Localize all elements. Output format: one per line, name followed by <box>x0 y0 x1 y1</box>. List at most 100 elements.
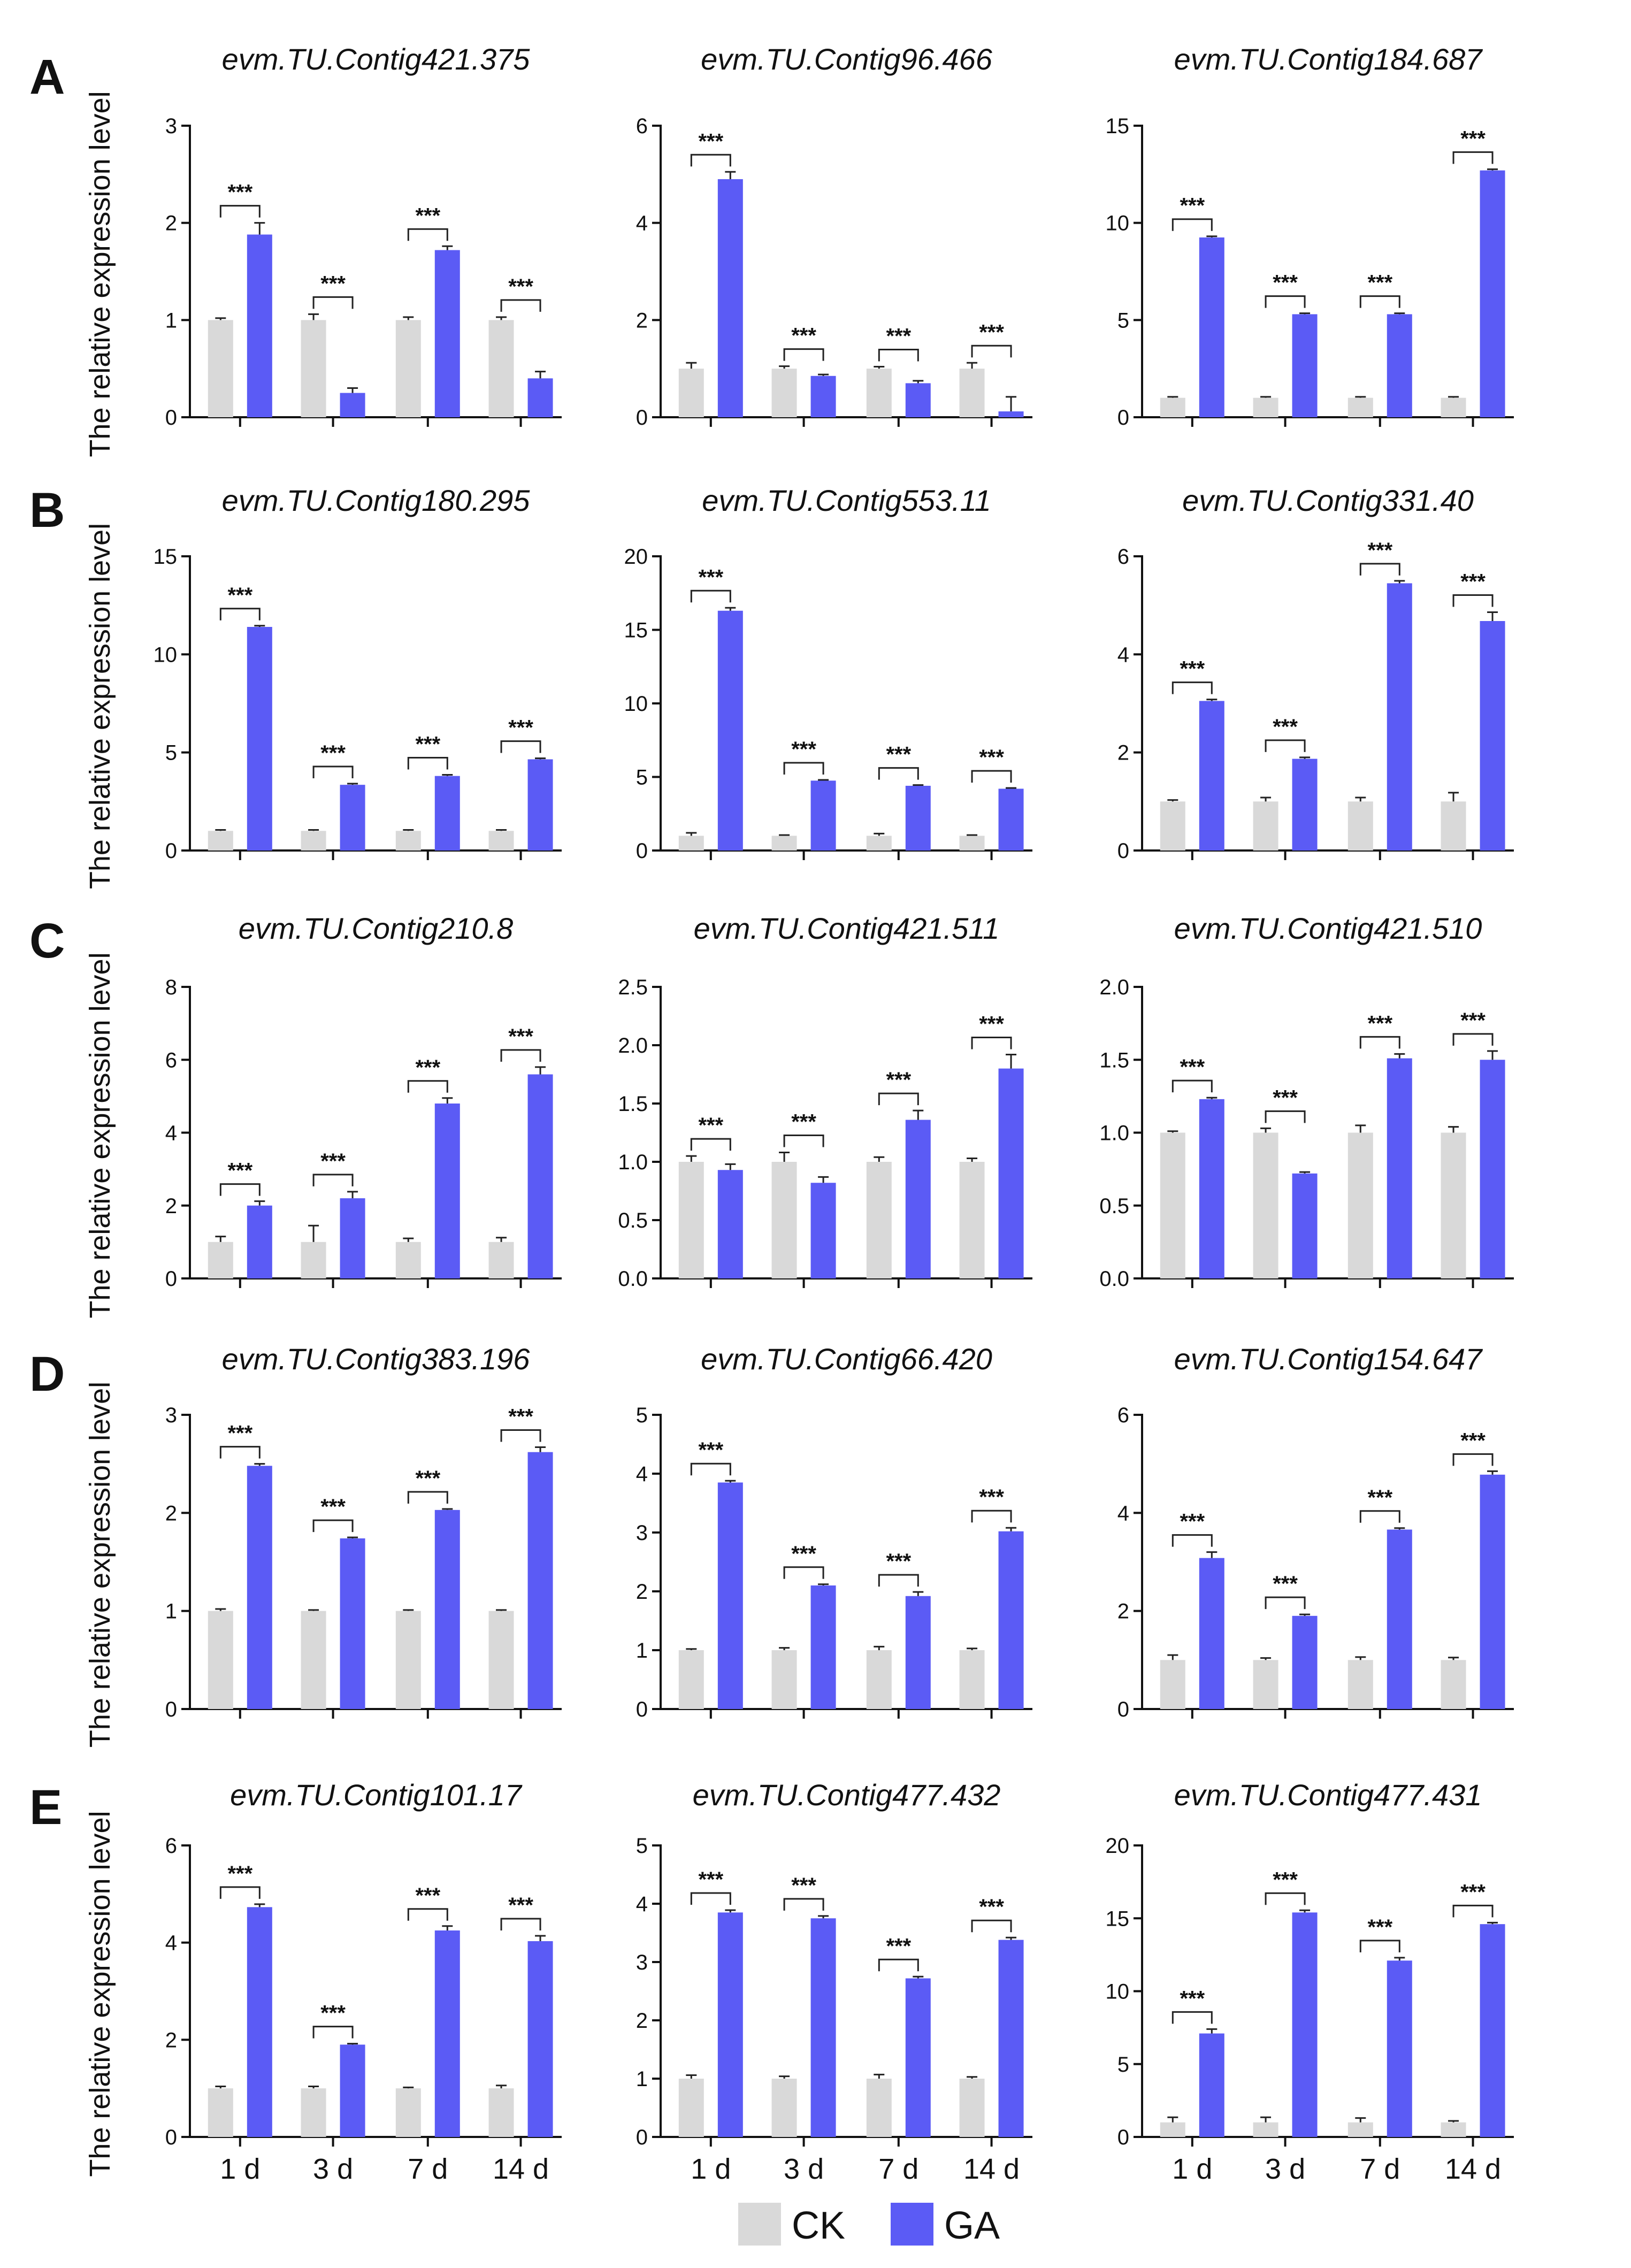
significance-label: *** <box>415 1056 440 1079</box>
y-tick-label: 5 <box>636 1404 648 1427</box>
bar-ck <box>1441 801 1466 851</box>
bar-ga <box>1292 1173 1318 1278</box>
y-tick-label: 0 <box>636 406 648 430</box>
chart-8: evm.TU.Contig421.511 0.0 0.5 1.0 1.5 2.0 2.5 **… <box>618 911 1032 1291</box>
bar-ck <box>488 320 514 417</box>
significance-bracket <box>783 1566 824 1579</box>
y-tick-label: 0.5 <box>1099 1194 1129 1218</box>
bar-ck <box>678 1162 704 1278</box>
significance-bracket <box>1171 2011 1213 2024</box>
chart-title: evm.TU.Contig421.375 <box>222 42 531 76</box>
bar-ga <box>247 1205 272 1278</box>
x-tick-label: 14 d <box>493 2153 549 2185</box>
y-tick-label: 20 <box>1106 1834 1130 1858</box>
bar-ck <box>395 1242 421 1278</box>
bar-ck <box>866 1650 892 1709</box>
chart-title: evm.TU.Contig154.647 <box>1174 1342 1483 1376</box>
significance-label: *** <box>698 565 723 589</box>
bar-ga <box>527 759 553 851</box>
bar-ck <box>1441 397 1466 417</box>
significance-bracket <box>1452 1033 1494 1046</box>
bar-ga <box>998 1068 1024 1278</box>
y-tick-label: 0 <box>165 406 177 430</box>
bar-ga <box>1199 2033 1224 2137</box>
significance-label: *** <box>1367 1012 1392 1035</box>
y-tick-label: 15 <box>1106 1907 1130 1930</box>
chart-15: evm.TU.Contig477.431 0 5 10 15 20 1 d *** 3 d ***… <box>1106 1778 1514 2185</box>
significance-bracket <box>971 1510 1012 1523</box>
y-tick-label: 2.5 <box>618 976 648 999</box>
significance-label: *** <box>227 1422 252 1445</box>
bar-ga <box>1387 1058 1412 1278</box>
significance-label: *** <box>979 1012 1004 1036</box>
legend-label-ck: CK <box>792 2204 845 2247</box>
y-tick-label: 4 <box>1117 1501 1129 1525</box>
significance-label: *** <box>791 738 816 761</box>
charts: evm.TU.Contig421.375 The relative express… <box>84 42 1514 2185</box>
significance-bracket <box>1171 1079 1213 1093</box>
chart-title: evm.TU.Contig180.295 <box>222 484 531 517</box>
bar-ck <box>301 1242 326 1278</box>
significance-bracket <box>219 1886 261 1899</box>
bar-ga <box>810 1918 836 2137</box>
bar-ga <box>810 1585 836 1709</box>
y-tick-label: 3 <box>165 114 177 138</box>
bar-ga <box>1292 758 1318 851</box>
significance-bracket <box>878 1958 919 1972</box>
legend: CK GA <box>738 2203 1000 2247</box>
significance-label: *** <box>1367 539 1392 562</box>
significance-bracket <box>878 767 919 780</box>
y-tick-label: 2 <box>165 2028 177 2052</box>
y-tick-label: 15 <box>1106 114 1130 138</box>
bar-ga <box>717 1912 743 2137</box>
bar-ga <box>1199 237 1224 417</box>
significance-bracket <box>1265 1596 1306 1610</box>
significance-label: *** <box>979 320 1004 344</box>
significance-bracket <box>500 1049 541 1062</box>
significance-label: *** <box>1460 1429 1485 1452</box>
y-tick-label: 5 <box>636 1834 648 1858</box>
bar-ga <box>810 1183 836 1278</box>
significance-bracket <box>1359 295 1400 308</box>
bar-ck <box>208 320 233 417</box>
chart-3: evm.TU.Contig184.687 0 5 10 15 *** *** *** *** <box>1106 42 1514 430</box>
significance-bracket <box>971 344 1012 358</box>
bar-ga <box>1199 701 1224 851</box>
legend-swatch-ck <box>738 2203 781 2246</box>
y-tick-label: 3 <box>636 1951 648 1974</box>
significance-label: *** <box>1180 1510 1205 1534</box>
x-tick-label: 3 d <box>313 2153 353 2185</box>
y-tick-label: 0 <box>165 1698 177 1721</box>
bar-ga <box>1292 1912 1318 2137</box>
significance-label: *** <box>791 324 816 348</box>
significance-bracket <box>407 1491 448 1504</box>
bar-ck <box>1441 1660 1466 1709</box>
y-tick-label: 8 <box>165 976 177 999</box>
significance-label: *** <box>698 1438 723 1462</box>
y-tick-label: 6 <box>165 1048 177 1072</box>
y-tick-label: 1 <box>636 1639 648 1662</box>
bar-ga <box>247 1907 272 2137</box>
bar-ck <box>771 2079 797 2137</box>
significance-bracket <box>971 1919 1012 1933</box>
chart-title: evm.TU.Contig477.431 <box>1174 1778 1482 1812</box>
y-tick-label: 6 <box>1117 1404 1129 1427</box>
bar-ck <box>1347 2122 1373 2137</box>
y-tick-label: 4 <box>1117 643 1129 666</box>
significance-bracket <box>407 228 448 241</box>
significance-bracket <box>1359 1036 1400 1049</box>
y-tick-label: 0 <box>165 2126 177 2149</box>
bar-ga <box>340 393 365 417</box>
bar-ga <box>434 1104 460 1278</box>
bar-ga <box>998 411 1024 417</box>
x-tick-label: 14 d <box>1445 2153 1501 2185</box>
bar-ga <box>717 1482 743 1709</box>
bar-ck <box>866 2079 892 2137</box>
significance-label: *** <box>1273 1868 1298 1891</box>
significance-bracket <box>1452 1904 1494 1918</box>
y-tick-label: 1.0 <box>1099 1122 1129 1145</box>
y-tick-label: 1.0 <box>618 1151 648 1174</box>
bar-ga <box>434 1510 460 1709</box>
significance-bracket <box>312 2026 354 2039</box>
